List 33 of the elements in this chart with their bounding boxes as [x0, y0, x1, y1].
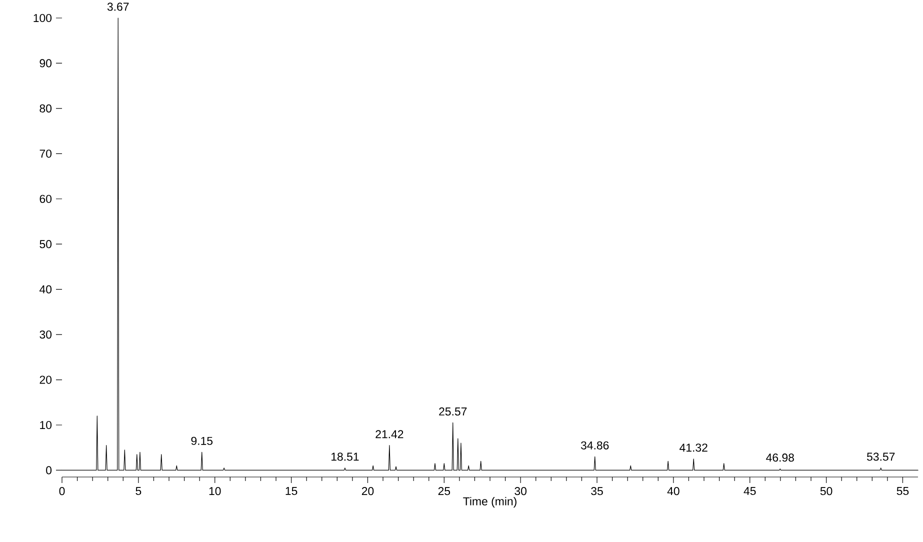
y-tick-label: 90	[40, 59, 52, 68]
x-tick-label: 0	[59, 487, 65, 496]
x-tick-label: 35	[591, 487, 603, 496]
x-tick-label: 45	[744, 487, 756, 496]
y-tick-label: 100	[34, 14, 52, 22]
annotation: 41.32	[680, 444, 708, 452]
x-axis-title: Time (min)	[463, 496, 516, 508]
y-tick-label: 60	[40, 194, 52, 203]
annotation: 18.51	[331, 452, 359, 461]
y-tick-label: 30	[40, 330, 52, 339]
annotation: 25.57	[439, 407, 467, 416]
x-tick-label: 40	[667, 487, 680, 496]
annotation: 9.15	[191, 436, 213, 445]
annotation: 34.86	[580, 441, 609, 450]
annotation: 21.42	[376, 430, 404, 438]
x-tick-label: 50	[820, 487, 832, 496]
x-tick-label: 5	[136, 487, 142, 496]
annotation: 53.57	[866, 452, 895, 461]
annotation: 46.98	[766, 454, 794, 462]
y-tick-label: 10	[40, 420, 52, 430]
x-tick-label: 30	[514, 487, 526, 496]
y-tick-label: 40	[40, 285, 52, 294]
annotation: 3.67	[107, 2, 129, 11]
x-tick-label: 20	[362, 487, 374, 496]
x-tick-label: 15	[286, 487, 298, 496]
x-tick-label: 10	[209, 487, 221, 496]
y-tick-label: 50	[40, 240, 52, 248]
y-tick-label: 20	[40, 376, 52, 384]
x-tick-label: 25	[438, 487, 450, 496]
x-tick-label: 55	[896, 487, 909, 496]
y-tick-label: 0	[46, 466, 52, 474]
y-tick-label: 80	[40, 104, 52, 112]
y-tick-label: 70	[40, 150, 52, 158]
